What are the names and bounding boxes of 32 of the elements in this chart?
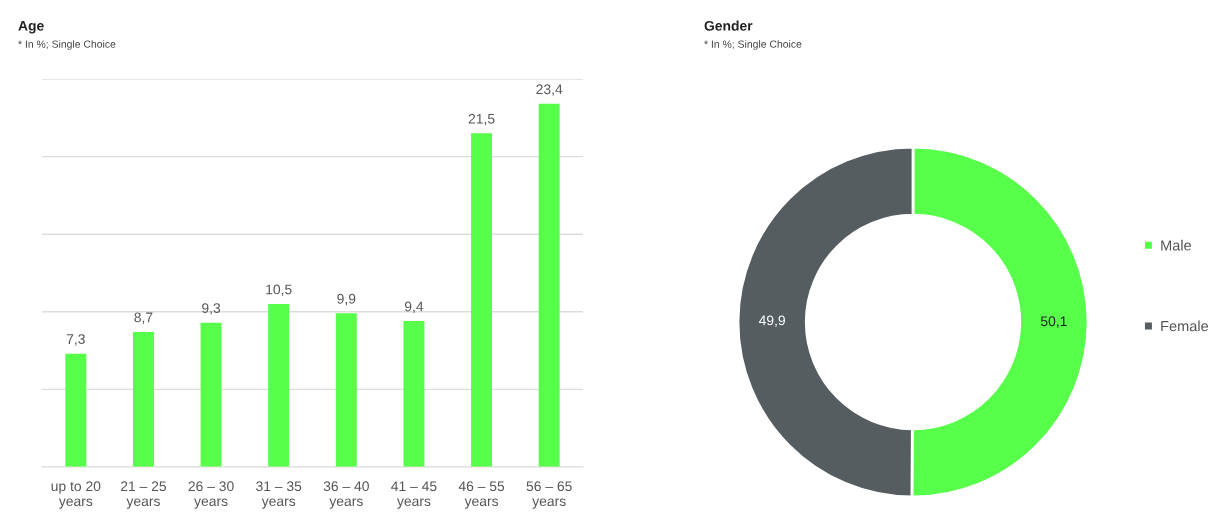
data-label: 9,4 [404,301,424,314]
bar [471,133,493,467]
data-label: 50,1 [1040,316,1067,328]
x-tick-label: 31 – 35 years [256,481,302,509]
x-tick-label: 36 – 40 years [323,481,369,509]
data-label: 7,3 [66,334,85,346]
x-tick-label: 26 – 30 years [188,481,234,509]
data-label: 8,7 [134,312,153,324]
chart-subtitle: * In %; Single Choice [18,40,116,50]
bar [200,322,222,467]
x-tick-label: 46 – 55 years [458,481,505,509]
x-tick-label: 41 – 45 years [391,481,437,509]
chart-title: Age [18,20,44,34]
chart-title: Gender [704,20,753,31]
chart-subtitle: * In %; Single Choice [704,40,802,50]
x-tick-label: 21 – 25 years [120,481,167,509]
bar [403,321,425,467]
data-label: 9,9 [337,293,356,306]
data-label: 21,5 [468,113,495,126]
legend-label: Female [1161,320,1209,332]
data-label: 9,3 [202,303,221,315]
data-label: 23,4 [536,84,563,96]
x-tick-label: up to 20 years [51,481,101,509]
bar [538,103,560,467]
legend-label: Male [1161,239,1192,251]
data-label: 49,9 [758,315,785,327]
bar [268,304,290,467]
x-tick-label: 56 – 65 years [526,481,572,509]
data-label: 10,5 [266,284,292,296]
bar [335,313,357,467]
bar [65,353,87,467]
bar [132,331,154,467]
